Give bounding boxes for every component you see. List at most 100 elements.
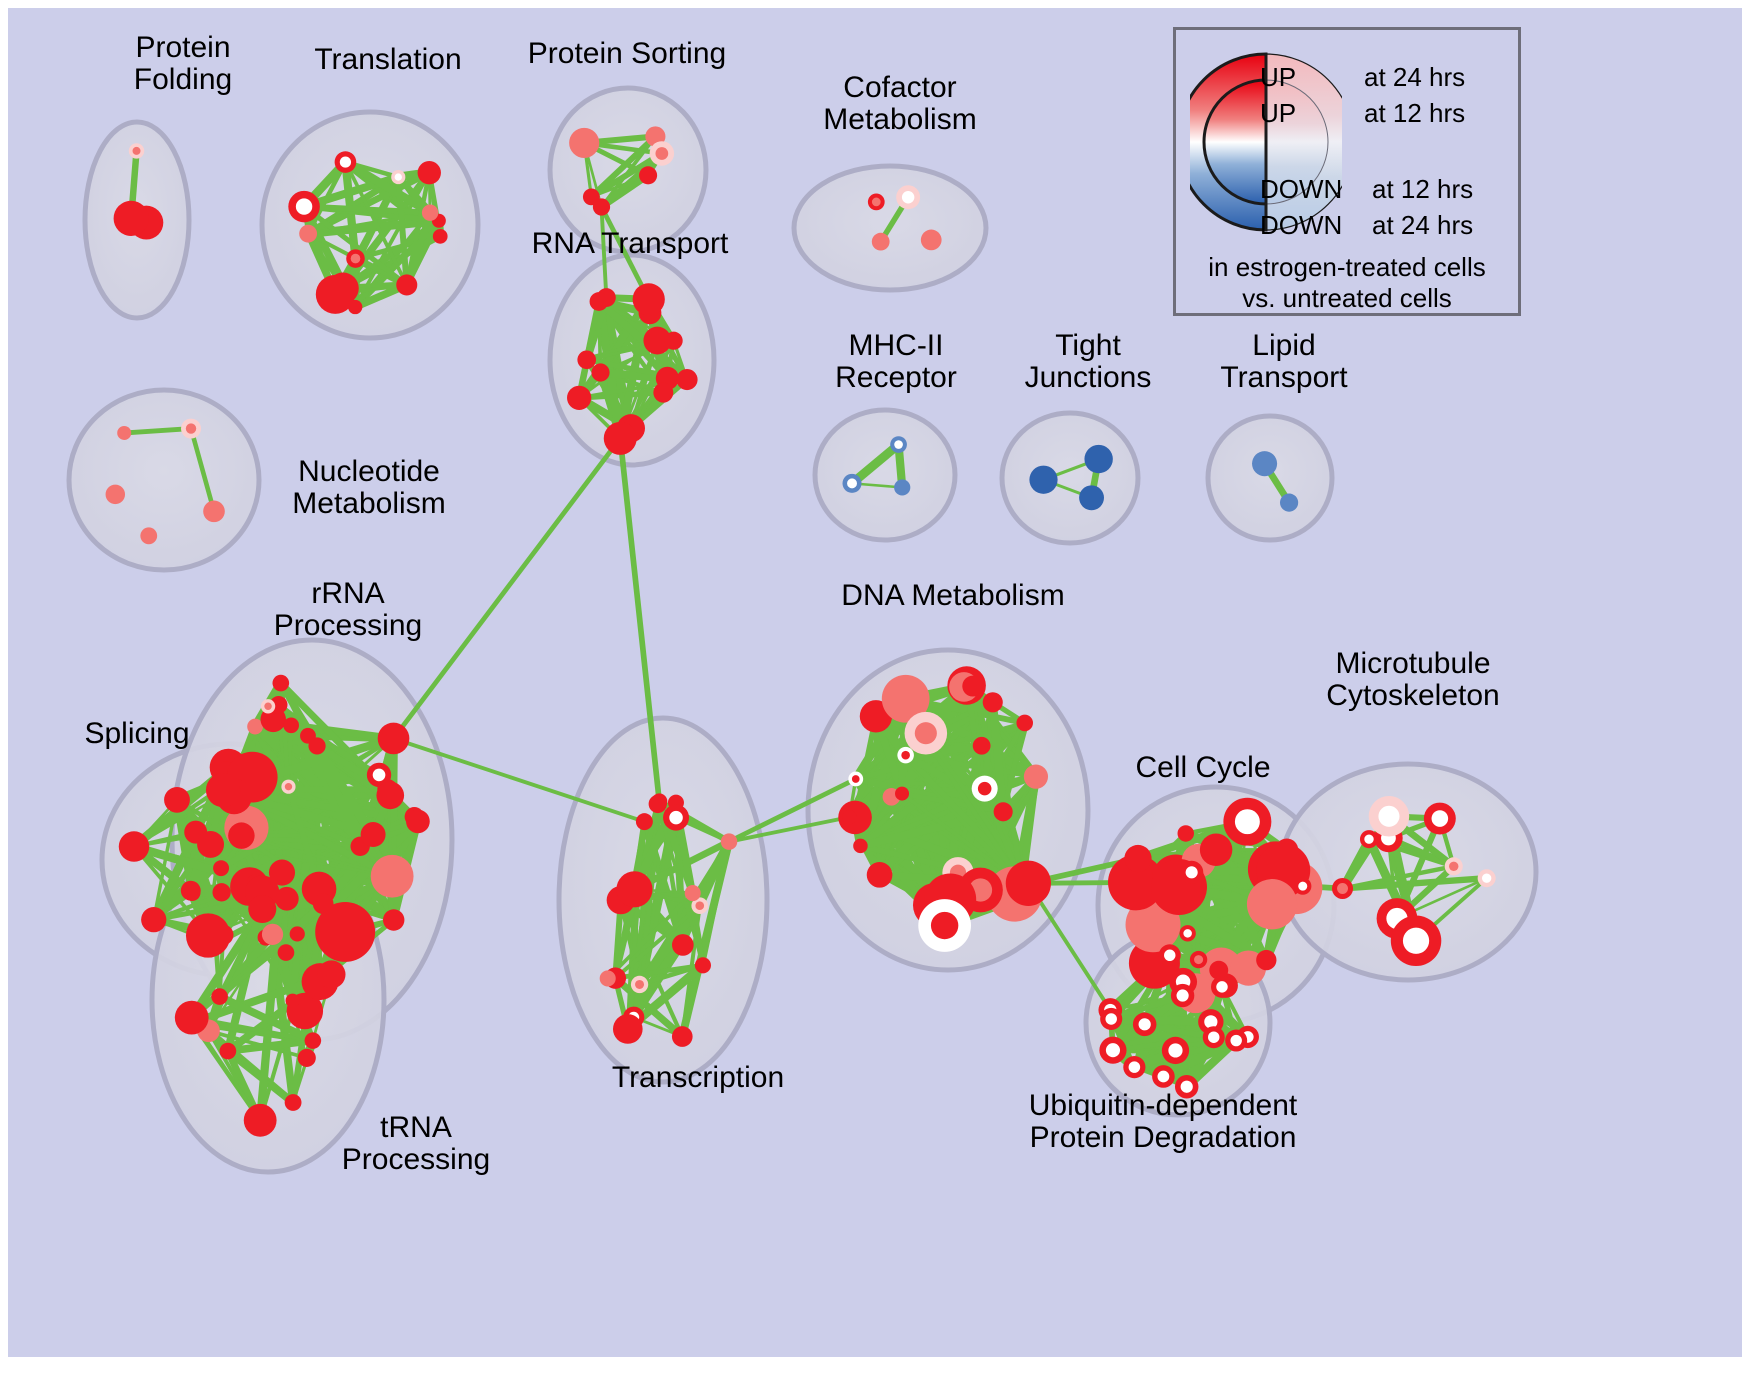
network-node: [1177, 825, 1194, 842]
network-node: [432, 228, 448, 244]
edge: [313, 742, 377, 838]
network-node: [284, 1094, 302, 1111]
network-node: [720, 833, 738, 850]
network-node: [140, 527, 158, 545]
cluster-label-protein-sorting: Protein Sorting: [527, 37, 727, 70]
edge: [1340, 864, 1456, 891]
edge: [584, 299, 602, 363]
network-node: [105, 484, 126, 505]
network-node: [285, 993, 300, 1008]
node-core-12h: [1234, 809, 1260, 835]
node-ring-24h: [694, 957, 711, 974]
edge: [266, 704, 362, 848]
node-core-12h: [284, 783, 293, 791]
node-ring-24h: [895, 786, 910, 801]
node-ring-24h: [283, 717, 299, 734]
edge: [847, 440, 904, 488]
node-core-12h: [350, 253, 361, 264]
network-node: [848, 771, 864, 787]
legend-inner-disc-right: [1265, 79, 1329, 205]
node-core-12h: [1378, 805, 1400, 827]
node-core-12h: [372, 768, 386, 782]
edge: [403, 209, 434, 288]
node-ring-24h: [105, 484, 126, 505]
network-node: [117, 425, 132, 440]
node-ring-24h: [360, 822, 386, 848]
node-core-12h: [930, 911, 959, 940]
node-ring-24h: [569, 127, 600, 158]
network-node: [1005, 860, 1052, 906]
node-ring-24h: [632, 283, 665, 316]
network-node: [211, 988, 228, 1005]
network-node: [1100, 1007, 1123, 1030]
network-node: [918, 899, 971, 952]
network-node: [867, 193, 885, 211]
node-ring-24h: [1209, 960, 1229, 980]
network-node: [653, 382, 674, 403]
edge: [217, 931, 300, 999]
network-node: [890, 436, 907, 453]
node-ring-24h: [421, 204, 439, 221]
network-node: [1477, 869, 1496, 888]
node-core-12h: [669, 810, 683, 825]
network-node: [268, 859, 296, 886]
node-ring-24h: [312, 893, 334, 915]
network-node: [213, 924, 234, 945]
network-node: [1158, 944, 1181, 967]
node-core-12h: [339, 156, 352, 168]
network-node: [181, 418, 202, 439]
edge: [209, 843, 394, 878]
edge: [599, 205, 609, 300]
network-node: [288, 190, 320, 223]
legend-time-3: at 24 hrs: [1372, 210, 1474, 240]
node-ring-24h: [635, 813, 653, 831]
node-core-12h: [1402, 927, 1430, 954]
network-node: [904, 711, 948, 755]
cluster-label-mhc-ii-receptor: MHC-II Receptor: [835, 329, 957, 395]
network-node: [1209, 960, 1229, 980]
node-ring-24h: [616, 871, 653, 908]
node-core-12h: [1180, 1080, 1193, 1093]
network-node: [663, 804, 690, 831]
edge: [240, 834, 394, 878]
node-ring-24h: [113, 200, 149, 236]
node-ring-24h: [720, 833, 738, 850]
node-ring-24h: [180, 880, 201, 901]
node-core-12h: [894, 440, 903, 449]
network-node: [853, 838, 868, 854]
network-node: [635, 813, 653, 831]
network-node: [639, 166, 658, 185]
network-node: [612, 1014, 643, 1044]
network-node: [346, 249, 365, 268]
node-core-12h: [1431, 810, 1449, 827]
network-node: [370, 854, 414, 898]
node-core-12h: [914, 722, 937, 745]
node-ring-24h: [205, 772, 241, 808]
node-core-12h: [295, 198, 313, 215]
node-core-12h: [1164, 949, 1176, 962]
network-node: [895, 786, 910, 801]
node-ring-24h: [1199, 833, 1233, 867]
cluster-label-microtubule-cytoskeleton: Microtubule Cytoskeleton: [1326, 647, 1500, 713]
node-ring-24h: [315, 901, 376, 962]
node-ring-24h: [1252, 451, 1278, 477]
network-node: [228, 822, 255, 849]
network-node: [1029, 465, 1058, 494]
edge: [618, 436, 662, 804]
network-node: [205, 772, 241, 808]
network-node: [1132, 1012, 1157, 1037]
network-node: [113, 200, 149, 236]
edge: [577, 339, 659, 400]
network-node: [691, 897, 709, 915]
edge: [224, 1036, 317, 1055]
node-ring-24h: [972, 736, 991, 755]
node-ring-24h: [842, 809, 857, 825]
network-node: [1294, 877, 1312, 895]
network-node: [174, 1000, 209, 1035]
network-node: [630, 975, 649, 994]
network-node: [274, 886, 299, 911]
cluster-label-cell-cycle: Cell Cycle: [1135, 751, 1271, 784]
network-node: [962, 675, 984, 697]
network-node: [219, 1042, 237, 1060]
network-node: [1223, 797, 1272, 846]
